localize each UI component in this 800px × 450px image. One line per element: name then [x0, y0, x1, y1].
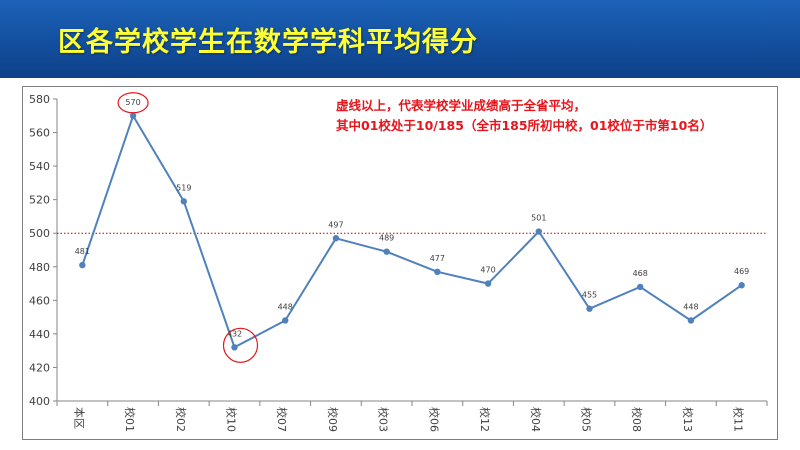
data-labels: 481 570 519 432 448 497 489 477 470 501 455 468 448 4…: [75, 98, 750, 339]
data-label: 469: [734, 267, 749, 276]
x-tick-label: 校13: [681, 407, 695, 432]
data-point: [687, 317, 695, 324]
x-tick-label: 本区: [72, 407, 86, 429]
x-tick-label: 校03: [377, 407, 391, 432]
highlight-circle: [117, 92, 149, 114]
y-axis-ticks: 400 420 440 460 480 500 520 540 560 580: [29, 93, 57, 408]
y-tick-label: 580: [29, 93, 50, 106]
data-label: 468: [633, 269, 648, 278]
data-point: [383, 248, 390, 255]
data-point: [180, 198, 187, 205]
x-tick-label: 校08: [630, 407, 644, 432]
y-tick-label: 500: [29, 227, 50, 240]
data-label: 448: [278, 302, 293, 311]
data-points: [79, 112, 745, 351]
annotation-note: 虚线以上，代表学校学业成绩高于全省平均， 其中01校处于10/185（全市185…: [336, 96, 712, 136]
chart-frame: [22, 86, 778, 440]
data-label: 455: [582, 291, 597, 300]
highlight-circle: [222, 327, 259, 363]
y-tick-label: 540: [29, 160, 50, 173]
x-tick-label: 校10: [225, 407, 239, 432]
x-axis-ticks: 本区 校01 校02 校10 校07 校09 校03 校06 校12 校04 校05 校08 校13 校1…: [56, 401, 768, 432]
data-point: [231, 344, 238, 351]
data-point: [434, 268, 441, 276]
data-label: 501: [531, 214, 546, 223]
x-tick-label: 校05: [580, 407, 594, 432]
y-tick-label: 440: [29, 328, 50, 341]
x-tick-label: 校02: [174, 407, 188, 432]
x-tick-label: 校11: [732, 407, 746, 432]
y-tick-label: 560: [29, 127, 50, 140]
data-point: [332, 235, 340, 242]
y-tick-label: 420: [29, 361, 50, 374]
data-point: [129, 112, 137, 119]
x-tick-label: 校06: [427, 407, 441, 432]
data-label: 489: [379, 234, 394, 243]
data-point: [535, 228, 542, 235]
data-label: 470: [480, 266, 495, 275]
data-point: [484, 280, 492, 287]
data-label: 481: [75, 247, 90, 256]
y-tick-label: 520: [29, 194, 50, 207]
data-label: 477: [430, 254, 445, 263]
series-line: [81, 114, 743, 349]
annotation-line-2: 其中01校处于10/185（全市185所初中校，01校位于市第10名）: [336, 118, 713, 133]
x-tick-label: 校09: [326, 407, 340, 432]
page-title: 区各学校学生在数学学科平均得分: [58, 27, 478, 58]
highlight-circles: [117, 92, 259, 363]
data-label: 570: [125, 98, 140, 107]
y-tick-label: 480: [29, 261, 50, 274]
series-group: [81, 114, 743, 349]
data-label: 432: [227, 329, 242, 338]
data-label: 448: [683, 302, 698, 311]
chart-axes: [56, 99, 767, 402]
data-point: [79, 261, 86, 269]
x-tick-label: 校01: [123, 407, 137, 432]
y-tick-label: 400: [29, 395, 50, 408]
annotation-line-1: 虚线以上，代表学校学业成绩高于全省平均，: [336, 98, 587, 113]
y-tick-label: 460: [29, 294, 50, 307]
x-tick-label: 校12: [478, 407, 492, 432]
data-label: 519: [176, 183, 191, 192]
header-banner: 区各学校学生在数学学科平均得分: [0, 0, 800, 78]
data-label: 497: [328, 220, 343, 229]
data-point: [586, 305, 593, 312]
data-point: [637, 283, 644, 291]
x-tick-label: 校07: [275, 407, 289, 432]
data-point: [282, 317, 289, 324]
data-point: [738, 282, 745, 289]
x-tick-label: 校04: [529, 407, 543, 432]
